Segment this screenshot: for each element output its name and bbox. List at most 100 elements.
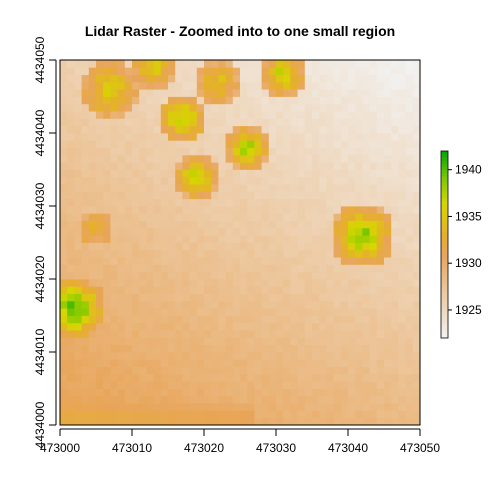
raster-cell <box>225 184 234 192</box>
raster-cell <box>124 315 133 324</box>
raster-cell <box>348 403 356 411</box>
raster-cell <box>268 279 277 287</box>
raster-cell <box>96 308 104 316</box>
raster-cell <box>384 403 392 411</box>
raster-cell <box>211 133 219 141</box>
raster-cell <box>369 227 378 236</box>
raster-cell <box>232 191 241 200</box>
raster-cell <box>333 89 342 97</box>
raster-cell <box>319 395 327 404</box>
raster-cell <box>96 271 104 280</box>
raster-cell <box>103 293 111 302</box>
raster-cell <box>340 198 349 207</box>
y-axis: 4434000443401044340204434030443404044340… <box>33 36 57 448</box>
raster-cell <box>340 213 349 221</box>
raster-cell <box>384 395 392 404</box>
raster-cell <box>189 322 198 331</box>
raster-cell <box>254 359 262 367</box>
raster-cell <box>297 154 306 163</box>
raster-cell <box>160 67 169 75</box>
raster-cell <box>384 264 392 273</box>
raster-cell <box>160 403 169 411</box>
raster-cell <box>268 271 277 280</box>
raster-cell <box>168 103 176 112</box>
raster-cell <box>88 154 97 163</box>
raster-cell <box>304 242 313 251</box>
raster-cell <box>304 103 313 112</box>
raster-cell <box>117 322 126 331</box>
raster-cell <box>362 300 370 309</box>
raster-cell <box>391 271 399 280</box>
raster-cell <box>110 322 118 331</box>
raster-cell <box>110 293 118 302</box>
raster-cell <box>182 162 190 170</box>
raster-cell <box>247 322 255 331</box>
raster-cell <box>362 271 370 280</box>
raster-cell <box>153 147 162 156</box>
raster-cell <box>348 184 356 192</box>
raster-cell <box>405 352 414 360</box>
raster-cell <box>225 89 234 97</box>
raster-cell <box>326 417 334 426</box>
raster-cell <box>124 293 133 302</box>
raster-cell <box>211 344 219 353</box>
legend-color-step <box>441 285 448 289</box>
raster-cell <box>132 388 140 397</box>
raster-cell <box>160 147 169 156</box>
raster-cell <box>182 293 190 302</box>
y-tick-label: 4434040 <box>33 109 47 156</box>
raster-cell <box>160 264 169 273</box>
raster-cell <box>204 74 212 83</box>
raster-cell <box>304 322 313 331</box>
raster-cell <box>117 352 126 360</box>
raster-cell <box>204 213 212 221</box>
raster-cell <box>232 74 241 83</box>
raster-cell <box>348 352 356 360</box>
raster-cell <box>182 410 190 419</box>
raster-cell <box>67 373 75 382</box>
raster-cell <box>254 81 262 90</box>
raster-cell <box>391 344 399 353</box>
raster-cell <box>398 315 406 324</box>
raster-cell <box>276 81 284 90</box>
raster-cell <box>276 74 284 83</box>
raster-cell <box>376 366 385 375</box>
raster-cell <box>211 410 219 419</box>
raster-cell <box>355 315 363 324</box>
raster-cell <box>326 96 334 105</box>
raster-cell <box>139 206 147 214</box>
raster-cell <box>283 220 291 229</box>
raster-cell <box>240 67 248 75</box>
x-tick-label: 473040 <box>328 441 368 455</box>
raster-cell <box>319 337 327 346</box>
raster-cell <box>110 176 118 185</box>
raster-cell <box>405 89 414 97</box>
raster-cell <box>405 249 414 258</box>
raster-cell <box>254 373 262 382</box>
raster-cell <box>225 410 234 419</box>
raster-cell <box>247 359 255 367</box>
raster-cell <box>297 133 306 141</box>
raster-cell <box>74 140 82 148</box>
raster-cell <box>398 322 406 331</box>
raster-cell <box>132 220 140 229</box>
raster-cell <box>312 249 320 258</box>
raster-cell <box>276 417 284 426</box>
raster-cell <box>283 410 291 419</box>
raster-cell <box>326 169 334 178</box>
raster-cell <box>117 235 126 243</box>
raster-cell <box>326 235 334 243</box>
raster-cell <box>211 337 219 346</box>
raster-cell <box>189 381 198 389</box>
raster-cell <box>340 67 349 75</box>
raster-cell <box>225 81 234 90</box>
raster-cell <box>60 279 68 287</box>
raster-cell <box>283 169 291 178</box>
raster-cell <box>225 249 234 258</box>
raster-cell <box>139 125 147 134</box>
raster-cell <box>204 271 212 280</box>
raster-cell <box>333 359 342 367</box>
raster-cell <box>175 213 183 221</box>
raster-cell <box>189 206 198 214</box>
raster-cell <box>81 227 90 236</box>
